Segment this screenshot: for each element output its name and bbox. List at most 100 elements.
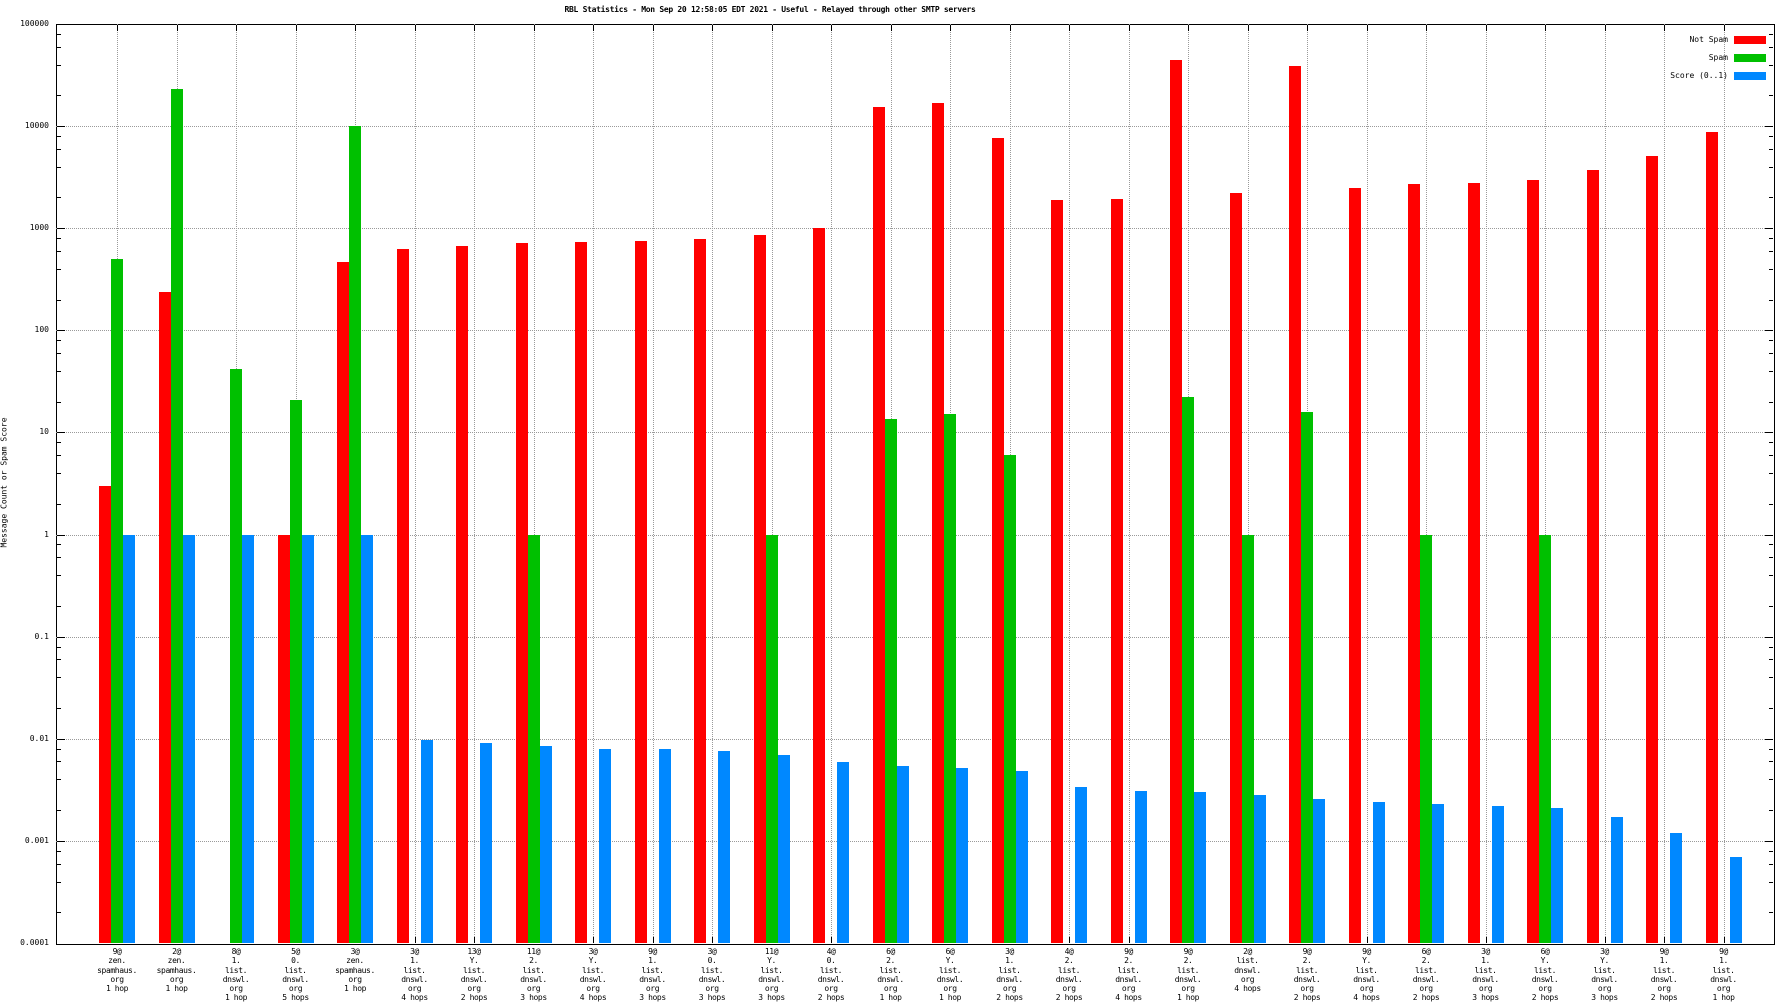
bar-not-spam <box>337 261 349 943</box>
x-category-line: 6@ <box>945 947 955 956</box>
bar-score <box>123 534 135 943</box>
x-category-line: org <box>1538 984 1552 994</box>
y-minor-tick <box>1769 557 1773 559</box>
bar-score <box>1015 771 1028 943</box>
bar-score <box>1551 807 1563 943</box>
x-category-line: dnswl. <box>1531 974 1559 984</box>
y-minor-tick <box>57 677 61 679</box>
x-tick <box>414 937 416 943</box>
x-category-label: 4@ 0. list. dnswl. org 2 hops <box>802 947 860 1003</box>
bar-score <box>539 745 552 943</box>
y-minor-tick <box>57 95 61 97</box>
y-minor-tick <box>1769 442 1773 444</box>
x-category-line: org <box>883 984 898 994</box>
x-category-line: org <box>1121 984 1136 994</box>
x-category-line: org <box>1240 974 1255 984</box>
bar-not-spam <box>932 102 944 943</box>
y-minor-tick <box>57 250 61 252</box>
bar-not-spam <box>277 534 290 943</box>
x-category-line: 9@ <box>1183 947 1193 956</box>
y-minor-tick <box>1769 708 1773 710</box>
bar-spam <box>230 368 242 943</box>
x-category-line: 2 hops <box>817 993 845 1003</box>
bar-score <box>956 767 968 943</box>
y-major-tick <box>1765 330 1773 332</box>
h-gridline <box>56 330 1773 332</box>
y-minor-tick <box>1769 455 1773 457</box>
y-tick-label: 0.001 <box>24 835 49 845</box>
x-tick <box>890 25 892 31</box>
x-category-line: 3@ <box>350 947 360 956</box>
y-minor-tick <box>1769 748 1773 750</box>
x-category-label: 3@ 1. list. dnswl. org 4 hops <box>386 947 444 1003</box>
y-major-tick <box>1765 432 1773 434</box>
y-minor-tick <box>57 761 61 763</box>
bar-not-spam <box>158 291 171 943</box>
x-category-line: 3@ <box>410 947 419 956</box>
bar-spam <box>1420 534 1432 943</box>
x-category-line: 3 hops <box>1472 993 1499 1003</box>
bar-spam <box>1539 534 1551 943</box>
x-category-label: 9@ 1. list. dnswl. org 1 hop <box>1695 947 1753 1003</box>
bar-not-spam <box>515 243 528 943</box>
v-gridline <box>474 24 475 943</box>
y-minor-tick <box>57 575 61 577</box>
x-tick <box>712 937 713 943</box>
x-category-line: list. <box>1652 965 1676 975</box>
v-gridline <box>1426 24 1427 943</box>
bar-score <box>480 743 492 943</box>
x-category-line: Y. <box>469 956 479 966</box>
x-category-line: 3 hops <box>1591 993 1618 1003</box>
v-gridline <box>831 24 832 943</box>
h-gridline <box>56 432 1773 434</box>
bar-not-spam <box>694 238 706 943</box>
y-tick-label: 0.0001 <box>20 938 49 947</box>
x-category-line: org <box>288 984 303 994</box>
x-category-line: dnswl. <box>1115 974 1142 984</box>
y-major-tick <box>57 534 65 536</box>
x-category-line: list. <box>284 965 307 975</box>
bar-score <box>1372 802 1385 943</box>
x-category-line: 6@ <box>1421 947 1431 956</box>
y-minor-tick <box>57 473 61 475</box>
x-category-line: 2. <box>1064 956 1074 966</box>
x-category-line: 1 hop <box>165 984 188 994</box>
h-gridline <box>56 636 1773 638</box>
v-gridline <box>1664 24 1665 943</box>
bar-not-spam <box>456 245 468 943</box>
bar-not-spam <box>634 240 647 943</box>
x-tick <box>295 25 297 31</box>
x-category-label: 3@ 0. list. dnswl. org 3 hops <box>683 947 741 1003</box>
bar-score <box>1491 805 1504 943</box>
bar-score <box>1194 792 1206 943</box>
x-category-label: 11@ 2. list. dnswl. org 3 hops <box>505 947 563 1003</box>
y-minor-tick <box>1769 575 1773 577</box>
bar-spam <box>765 534 778 943</box>
x-tick <box>1247 25 1249 31</box>
x-category-line: zen. <box>167 956 186 966</box>
x-category-line: list. <box>998 965 1021 975</box>
y-minor-tick <box>1769 677 1773 679</box>
x-category-line: 6@ <box>1540 947 1550 956</box>
y-minor-tick <box>57 881 61 883</box>
x-category-line: 1 hop <box>938 993 962 1003</box>
x-category-label: 9@ 2. list. dnswl. org 4 hops <box>1100 947 1158 1003</box>
x-category-line: 2 hops <box>1650 993 1678 1003</box>
v-gridline <box>652 24 654 943</box>
x-category-label: 3@ Y. list. dnswl. org 3 hops <box>1576 947 1634 1003</box>
x-category-line: Y. <box>767 956 776 966</box>
x-category-line: dnswl. <box>401 974 428 984</box>
x-tick <box>355 25 356 31</box>
x-category-line: dnswl. <box>936 974 964 984</box>
x-category-line: 3@ <box>588 947 598 956</box>
x-category-line: dnswl. <box>1412 974 1440 984</box>
y-minor-tick <box>57 912 61 914</box>
y-minor-tick <box>1769 850 1773 852</box>
x-tick <box>1723 25 1725 31</box>
y-minor-tick <box>1769 46 1773 48</box>
x-category-line: dnswl. <box>1174 974 1202 984</box>
legend-swatch <box>1734 36 1766 44</box>
x-category-line: dnswl. <box>1650 974 1678 984</box>
x-category-line: org <box>1300 984 1314 994</box>
h-gridline <box>56 840 1773 842</box>
